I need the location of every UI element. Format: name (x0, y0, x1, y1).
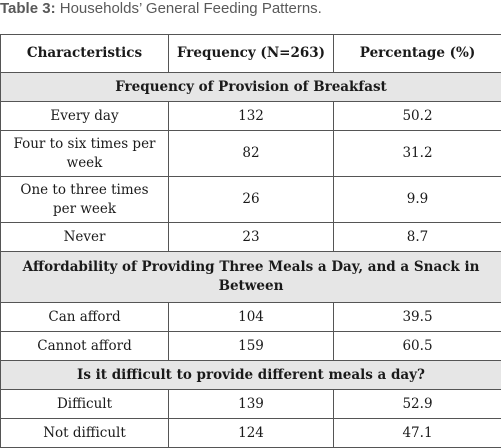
table-caption-label: Table 3: (0, 0, 56, 17)
cell-percentage: 47.1 (333, 418, 501, 448)
section-title-breakfast: Frequency of Provision of Breakfast (0, 72, 501, 102)
table-caption: Table 3: Households’ General Feeding Pat… (0, 0, 322, 24)
cell-characteristic: Can afford (0, 302, 169, 332)
section-title-difficulty: Is it difficult to provide different mea… (0, 360, 501, 390)
cell-percentage: 50.2 (333, 101, 501, 131)
cell-frequency: 132 (168, 101, 334, 131)
cell-characteristic: Difficult (0, 389, 169, 419)
column-header-frequency: Frequency (N=263) (168, 34, 334, 73)
table-row: Every day 132 50.2 (0, 101, 501, 131)
cell-characteristic: One to three times per week (0, 176, 169, 223)
table-row: One to three times per week 26 9.9 (0, 176, 501, 223)
table-row: Not difficult 124 47.1 (0, 418, 501, 448)
cell-frequency: 26 (168, 176, 334, 223)
cell-percentage: 31.2 (333, 130, 501, 177)
section-header-row: Frequency of Provision of Breakfast (0, 72, 501, 102)
table-row: Never 23 8.7 (0, 222, 501, 252)
cell-percentage: 9.9 (333, 176, 501, 223)
table-caption-text: Households’ General Feeding Patterns. (55, 0, 322, 17)
cell-characteristic: Four to six times per week (0, 130, 169, 177)
table-row: Four to six times per week 82 31.2 (0, 130, 501, 177)
cell-frequency: 104 (168, 302, 334, 332)
cell-characteristic: Not difficult (0, 418, 169, 448)
cell-frequency: 23 (168, 222, 334, 252)
cell-percentage: 39.5 (333, 302, 501, 332)
cell-characteristic: Every day (0, 101, 169, 131)
cell-frequency: 124 (168, 418, 334, 448)
cell-characteristic: Cannot afford (0, 331, 169, 361)
cell-frequency: 139 (168, 389, 334, 419)
section-title-affordability: Affordability of Providing Three Meals a… (0, 251, 501, 303)
cell-percentage: 8.7 (333, 222, 501, 252)
cell-percentage: 52.9 (333, 389, 501, 419)
table-row: Cannot afford 159 60.5 (0, 331, 501, 361)
cell-percentage: 60.5 (333, 331, 501, 361)
cell-characteristic: Never (0, 222, 169, 252)
cell-frequency: 82 (168, 130, 334, 177)
table-header-row: Characteristics Frequency (N=263) Percen… (0, 34, 501, 73)
feeding-patterns-table: Characteristics Frequency (N=263) Percen… (0, 34, 501, 448)
table-row: Difficult 139 52.9 (0, 389, 501, 419)
section-header-row: Is it difficult to provide different mea… (0, 360, 501, 390)
table-row: Can afford 104 39.5 (0, 302, 501, 332)
column-header-percentage: Percentage (%) (333, 34, 501, 73)
cell-frequency: 159 (168, 331, 334, 361)
section-header-row: Affordability of Providing Three Meals a… (0, 251, 501, 303)
column-header-characteristics: Characteristics (0, 34, 169, 73)
